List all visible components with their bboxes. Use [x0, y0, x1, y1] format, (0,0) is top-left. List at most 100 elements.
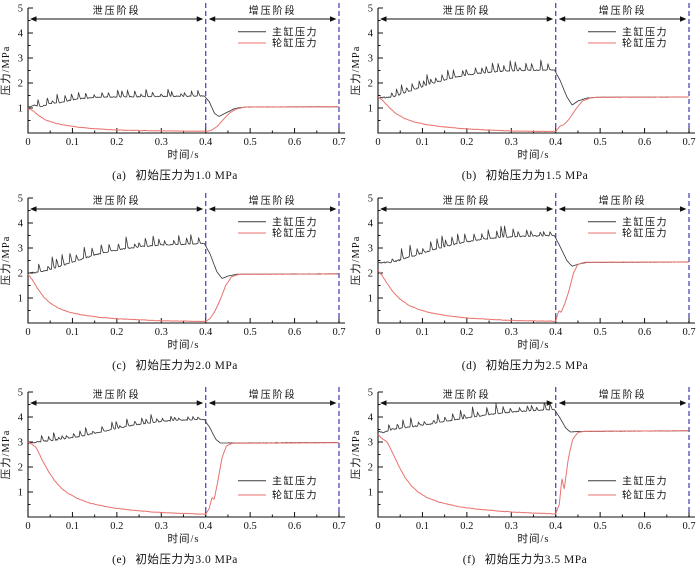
x-tick-label: 0.5	[244, 137, 257, 148]
phase-label: 泄压阶段	[93, 194, 141, 207]
phase-arrowhead-right	[330, 400, 337, 406]
legend-label: 主缸压力	[272, 25, 318, 38]
phase-divider-lines	[205, 3, 340, 133]
phase-arrowhead-right	[330, 206, 337, 212]
wheel-cylinder-pressure-curve	[377, 261, 689, 322]
caption-label: (c)	[112, 360, 127, 372]
subplot-d-chart: 0 0.1 0.2 0.3 0.4 0.5 0.6 0.7 1 2 3 4 5 压力/MPa 时间/s 泄压阶…	[350, 193, 696, 351]
subplot-d: 0 0.1 0.2 0.3 0.4 0.5 0.6 0.7 1 2 3 4 5 压力/MPa 时间/s 泄压阶…	[350, 190, 700, 380]
phase-arrowhead-left	[30, 400, 37, 406]
x-axis-label: 时间/s	[517, 338, 549, 351]
phase-label: 增压阶段	[599, 388, 647, 401]
phase-annotations: 泄压阶段 增压阶段	[30, 388, 337, 406]
x-tick-label: 0.1	[416, 137, 429, 148]
x-tick-label: 0.1	[66, 521, 79, 532]
phase-arrowhead-right	[196, 16, 204, 22]
y-tick-label: 2	[368, 79, 373, 90]
x-tick-label: 0.4	[549, 521, 563, 532]
x-axis-label: 时间/s	[167, 532, 199, 545]
x-tick-label: 0.7	[332, 327, 345, 338]
y-tick-labels: 1 2 3 4 5	[368, 388, 374, 499]
y-tick-label: 3	[18, 244, 23, 255]
y-tick-label: 4	[18, 29, 24, 40]
y-tick-label: 1	[368, 488, 373, 499]
y-tick-label: 5	[368, 194, 373, 205]
phase-arrowhead-right	[680, 400, 687, 406]
legend-label: 主缸压力	[622, 215, 668, 228]
x-tick-label: 0	[25, 137, 30, 148]
y-axis-ticks	[28, 7, 33, 121]
phase-annotations: 泄压阶段 增压阶段	[380, 194, 687, 212]
subplot-d-caption: (d) 初始压力为2.5 MPa	[350, 356, 700, 380]
y-tick-label: 2	[368, 269, 373, 280]
x-axis-label: 时间/s	[517, 532, 549, 545]
x-tick-label: 0.5	[594, 327, 607, 338]
wheel-cylinder-pressure-curve	[27, 441, 339, 515]
x-tick-label: 0.6	[288, 137, 301, 148]
phase-arrowhead-left	[558, 206, 566, 212]
phase-arrowhead-right	[680, 206, 687, 212]
subplot-c-caption: (c) 初始压力为2.0 MPa	[0, 356, 350, 380]
x-tick-label: 0.5	[244, 327, 257, 338]
caption-text: 初始压力为3.0 MPa	[135, 554, 238, 566]
y-tick-label: 4	[18, 413, 24, 424]
phase-label: 增压阶段	[599, 194, 647, 207]
x-tick-label: 0.7	[682, 137, 695, 148]
x-axis-label: 时间/s	[167, 338, 199, 351]
phase-label: 泄压阶段	[93, 4, 141, 17]
legend-label: 轮缸压力	[272, 227, 318, 240]
x-axis-label: 时间/s	[517, 148, 549, 161]
y-axis-label: 压力/MPa	[0, 236, 12, 286]
subplot-a-caption: (a) 初始压力为1.0 MPa	[0, 166, 350, 190]
legend-label: 轮缸压力	[622, 489, 668, 502]
x-tick-label: 0.1	[416, 327, 429, 338]
subplot-e: 0 0.1 0.2 0.3 0.4 0.5 0.6 0.7 1 2 3 4 5 压力/MPa 时间/s 泄压阶…	[0, 380, 350, 574]
y-tick-label: 1	[18, 294, 23, 305]
phase-arrowhead-left	[380, 16, 387, 22]
phase-divider-lines	[555, 193, 690, 323]
subplot-f-chart: 0 0.1 0.2 0.3 0.4 0.5 0.6 0.7 1 2 3 4 5 压力/MPa 时间/s 泄压阶…	[350, 387, 696, 545]
phase-label: 增压阶段	[249, 4, 297, 17]
legend-label: 主缸压力	[272, 474, 318, 487]
x-tick-label: 0.1	[416, 521, 429, 532]
y-tick-label: 4	[18, 219, 24, 230]
master-cylinder-pressure-curve	[377, 402, 689, 434]
x-tick-label: 0.6	[638, 521, 651, 532]
caption-text: 初始压力为2.5 MPa	[485, 360, 589, 372]
phase-arrowhead-left	[30, 206, 37, 212]
phase-label: 泄压阶段	[443, 4, 491, 17]
x-tick-label: 0.1	[66, 327, 79, 338]
x-tick-label: 0.3	[505, 137, 518, 148]
x-tick-label: 0.2	[460, 137, 473, 148]
y-tick-label: 5	[368, 388, 373, 399]
x-tick-label: 0	[375, 327, 380, 338]
y-tick-labels: 1 2 3 4 5	[368, 4, 374, 115]
y-tick-labels: 1 2 3 4 5	[18, 4, 24, 115]
x-tick-label: 0.4	[199, 137, 213, 148]
legend-label: 轮缸压力	[622, 227, 668, 240]
x-tick-label: 0.4	[549, 327, 563, 338]
subplot-b-chart: 0 0.1 0.2 0.3 0.4 0.5 0.6 0.7 1 2 3 4 5 压力/MPa 时间/s 泄压阶…	[350, 3, 696, 161]
y-axis-ticks	[378, 197, 383, 311]
y-tick-label: 5	[368, 4, 373, 15]
y-axis-label: 压力/MPa	[350, 236, 362, 286]
x-axis-ticks	[27, 128, 340, 133]
x-axis-ticks	[27, 318, 340, 323]
phase-arrowhead-left	[380, 400, 387, 406]
x-tick-label: 0.6	[288, 521, 301, 532]
legend-label: 主缸压力	[622, 25, 668, 38]
phase-annotations: 泄压阶段 增压阶段	[30, 4, 337, 22]
y-tick-label: 2	[368, 463, 373, 474]
subplot-c-chart: 0 0.1 0.2 0.3 0.4 0.5 0.6 0.7 1 2 3 4 5 压力/MPa 时间/s 泄压阶…	[0, 193, 346, 351]
y-tick-label: 4	[368, 413, 374, 424]
x-tick-labels: 0 0.1 0.2 0.3 0.4 0.5 0.6 0.7	[375, 137, 695, 148]
subplot-a-chart: 0 0.1 0.2 0.3 0.4 0.5 0.6 0.7 1 2 3 4 5 压力/MPa 时间/s 泄压阶…	[0, 3, 346, 161]
x-tick-label: 0	[25, 521, 30, 532]
subplot-e-caption: (e) 初始压力为3.0 MPa	[0, 550, 350, 574]
phase-label: 增压阶段	[249, 388, 297, 401]
master-cylinder-pressure-curve	[28, 414, 339, 445]
phase-arrowhead-right	[196, 400, 204, 406]
